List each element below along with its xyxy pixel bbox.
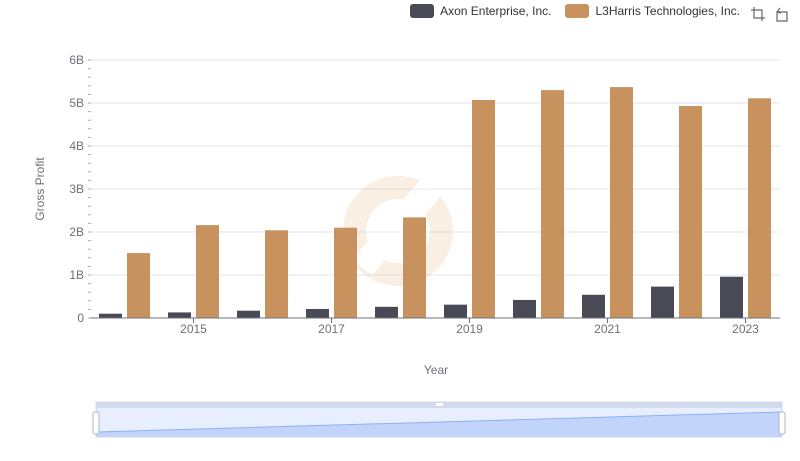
bar-axon-2019[interactable] [444, 304, 467, 318]
bar-axon-2018[interactable] [375, 306, 398, 318]
legend: Axon Enterprise, Inc. L3Harris Technolog… [410, 4, 740, 18]
bar-l3harris-2017[interactable] [334, 227, 357, 318]
x-tick-label: 2019 [456, 322, 483, 336]
bars [99, 87, 771, 319]
bar-l3harris-2014[interactable] [127, 253, 150, 318]
legend-item-axon[interactable]: Axon Enterprise, Inc. [410, 4, 551, 18]
datazoom-slider[interactable] [92, 401, 786, 438]
bar-l3harris-2021[interactable] [610, 87, 633, 318]
bar-l3harris-2020[interactable] [541, 90, 564, 318]
datazoom-selected-range[interactable] [96, 408, 782, 437]
bar-l3harris-2019[interactable] [472, 99, 495, 319]
bar-axon-2014[interactable] [99, 313, 122, 318]
datazoom-grip[interactable] [436, 403, 443, 406]
x-tick-label: 2015 [180, 322, 207, 336]
bar-axon-2023[interactable] [720, 276, 743, 318]
y-tick-label: 1B [69, 268, 84, 282]
y-tick-label: 6B [69, 53, 84, 67]
y-tick-label: 5B [69, 96, 84, 110]
y-axis-title: Gross Profit [33, 157, 47, 221]
bar-l3harris-2015[interactable] [196, 225, 219, 318]
bar-axon-2020[interactable] [513, 299, 536, 318]
bar-l3harris-2016[interactable] [265, 230, 288, 318]
datazoom-handle-right[interactable] [778, 411, 786, 435]
datazoom-preview-line [95, 411, 783, 433]
bar-axon-2021[interactable] [582, 294, 605, 318]
bar-axon-2022[interactable] [651, 286, 674, 318]
legend-swatch-axon [410, 4, 435, 18]
zoom-icon[interactable] [750, 6, 766, 22]
x-tick-label: 2021 [594, 322, 621, 336]
y-axis-ticks: 0 1B 2B 3B 4B 5B 6B [69, 53, 84, 325]
grid-lines [88, 59, 780, 319]
y-tick-label: 0 [77, 311, 84, 325]
x-axis-ticks: 2015 2017 2019 2021 2023 [180, 318, 759, 336]
toolbox [750, 6, 790, 22]
legend-label-l3harris: L3Harris Technologies, Inc. [595, 4, 740, 18]
restore-icon[interactable] [774, 6, 790, 22]
x-tick-label: 2023 [732, 322, 759, 336]
legend-label-axon: Axon Enterprise, Inc. [440, 4, 552, 18]
x-axis-title: Year [424, 363, 448, 377]
y-tick-label: 2B [69, 225, 84, 239]
bar-l3harris-2023[interactable] [748, 98, 771, 319]
bar-l3harris-2022[interactable] [679, 106, 702, 318]
datazoom-handle-left[interactable] [92, 411, 100, 435]
watermark-logo [343, 176, 453, 286]
x-tick-label: 2017 [318, 322, 345, 336]
y-tick-label: 4B [69, 139, 84, 153]
datazoom-preview-area [96, 412, 782, 437]
bar-axon-2017[interactable] [306, 308, 329, 318]
bar-axon-2015[interactable] [168, 312, 191, 318]
legend-swatch-l3harris [565, 4, 590, 18]
legend-item-l3harris[interactable]: L3Harris Technologies, Inc. [565, 4, 740, 18]
bar-axon-2016[interactable] [237, 310, 260, 318]
y-tick-label: 3B [69, 182, 84, 196]
bar-l3harris-2018[interactable] [403, 217, 426, 318]
